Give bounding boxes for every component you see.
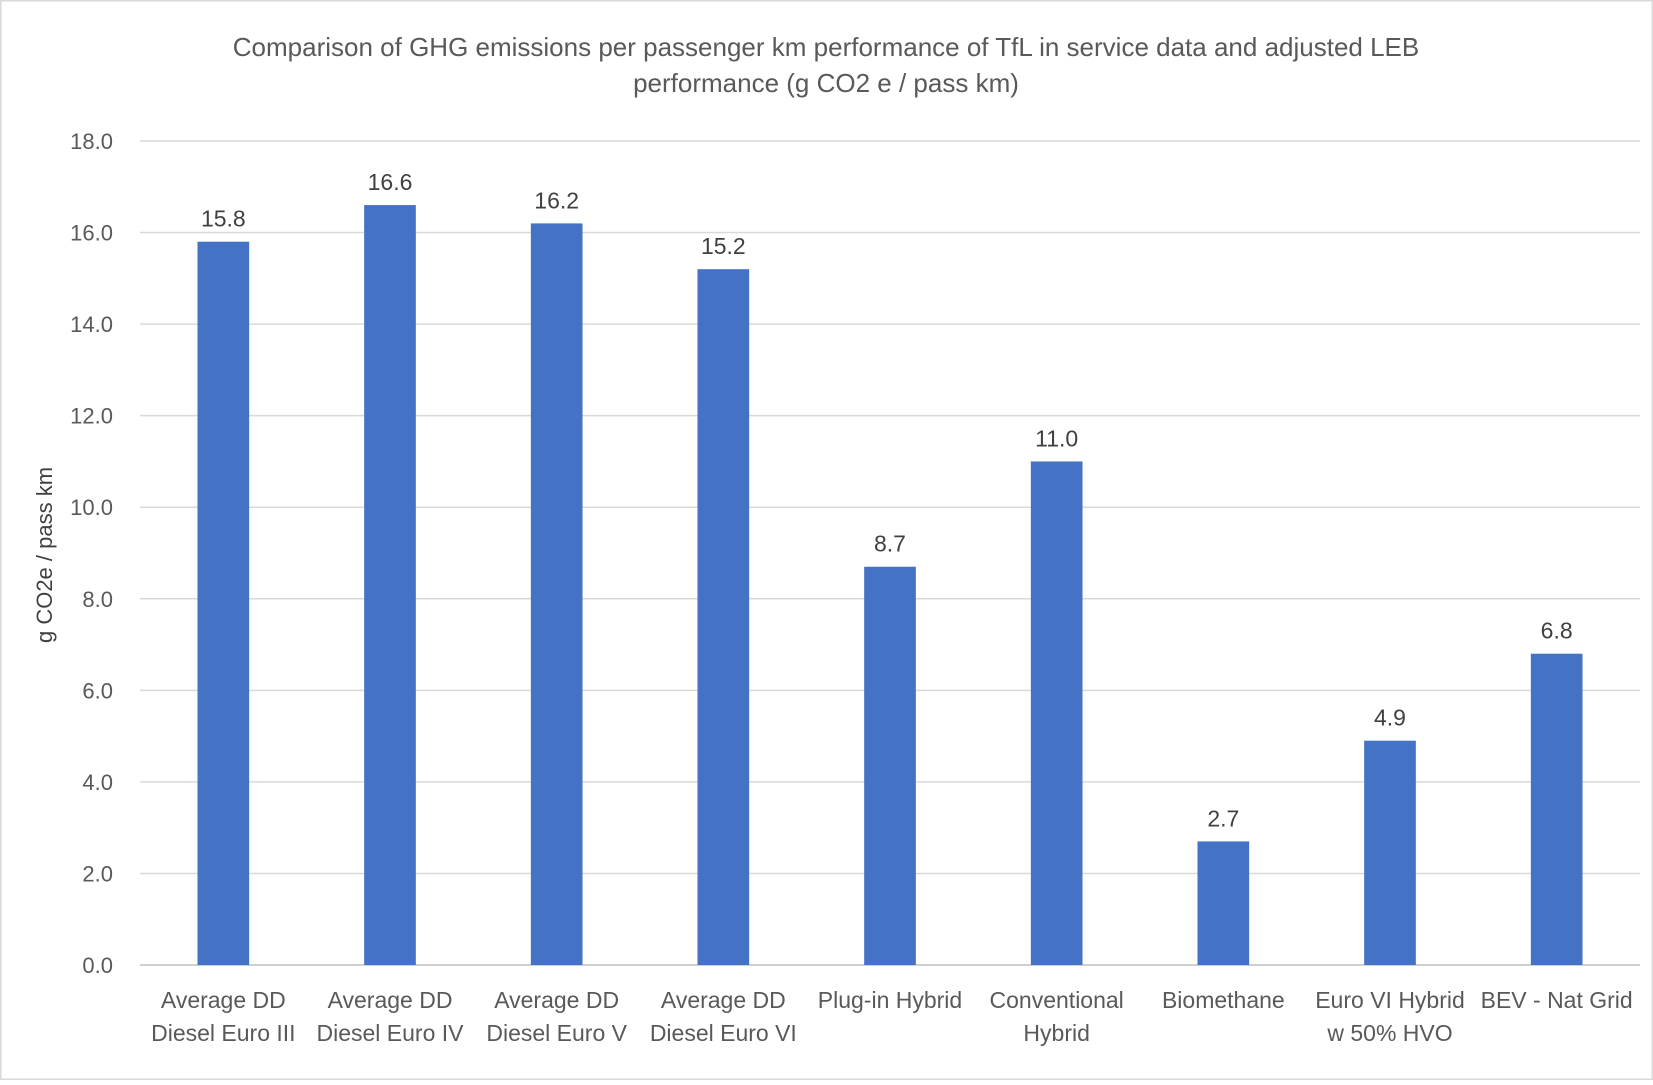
category-label: BEV - Nat Grid xyxy=(1481,987,1633,1013)
bar xyxy=(697,269,750,966)
category-label: Hybrid xyxy=(1023,1020,1089,1046)
data-label: 16.2 xyxy=(534,187,579,213)
category-label: Average DD xyxy=(494,987,619,1013)
data-label: 4.9 xyxy=(1374,705,1406,731)
y-tick-label: 10.0 xyxy=(70,495,113,520)
bars xyxy=(197,205,1583,966)
category-label: Euro VI Hybrid xyxy=(1315,987,1465,1013)
category-label: Diesel Euro V xyxy=(486,1020,627,1046)
bar xyxy=(197,241,250,965)
bar xyxy=(1030,461,1083,965)
category-label: Plug-in Hybrid xyxy=(818,987,962,1013)
data-label: 15.8 xyxy=(201,206,246,232)
bar xyxy=(1530,653,1583,965)
chart-title-line-1: Comparison of GHG emissions per passenge… xyxy=(233,32,1419,62)
y-axis-ticks: 0.0 2.0 4.0 6.0 8.0 10.0 12.0 14.0 16.0 18.0 xyxy=(70,129,113,978)
category-label: Biomethane xyxy=(1162,987,1285,1013)
data-labels: 15.8 16.6 16.2 15.2 8.7 11.0 2.7 4.9 6.8 xyxy=(201,169,1573,831)
category-label: Diesel Euro III xyxy=(151,1020,295,1046)
data-label: 15.2 xyxy=(701,233,746,259)
y-tick-label: 2.0 xyxy=(82,861,113,886)
data-label: 6.8 xyxy=(1541,618,1573,644)
y-axis-label: g CO2e / pass km xyxy=(32,467,57,643)
data-label: 8.7 xyxy=(874,531,906,557)
y-tick-label: 16.0 xyxy=(70,221,113,246)
bar xyxy=(1197,841,1250,965)
y-tick-label: 14.0 xyxy=(70,312,113,337)
data-label: 2.7 xyxy=(1207,805,1239,831)
data-label: 11.0 xyxy=(1035,425,1078,451)
category-label: Diesel Euro IV xyxy=(316,1020,464,1046)
y-tick-label: 4.0 xyxy=(82,770,113,795)
y-tick-label: 12.0 xyxy=(70,404,113,429)
category-label: Average DD xyxy=(161,987,286,1013)
bar xyxy=(1364,740,1416,965)
data-label: 16.6 xyxy=(368,169,413,195)
category-label: Average DD xyxy=(328,987,453,1013)
bar xyxy=(864,566,916,965)
bar xyxy=(364,205,416,966)
category-label: Average DD xyxy=(661,987,786,1013)
category-label: Diesel Euro VI xyxy=(650,1020,797,1046)
category-label: Conventional xyxy=(990,987,1124,1013)
y-tick-label: 8.0 xyxy=(82,587,113,612)
category-label: w 50% HVO xyxy=(1326,1020,1452,1046)
category-labels: Average DD Diesel Euro III Average DD Diese… xyxy=(151,987,1633,1046)
chart-title-line-2: performance (g CO2 e / pass km) xyxy=(633,68,1019,98)
bar xyxy=(530,223,583,965)
y-tick-label: 18.0 xyxy=(70,129,113,154)
y-tick-label: 0.0 xyxy=(82,953,113,978)
y-tick-label: 6.0 xyxy=(82,678,113,703)
